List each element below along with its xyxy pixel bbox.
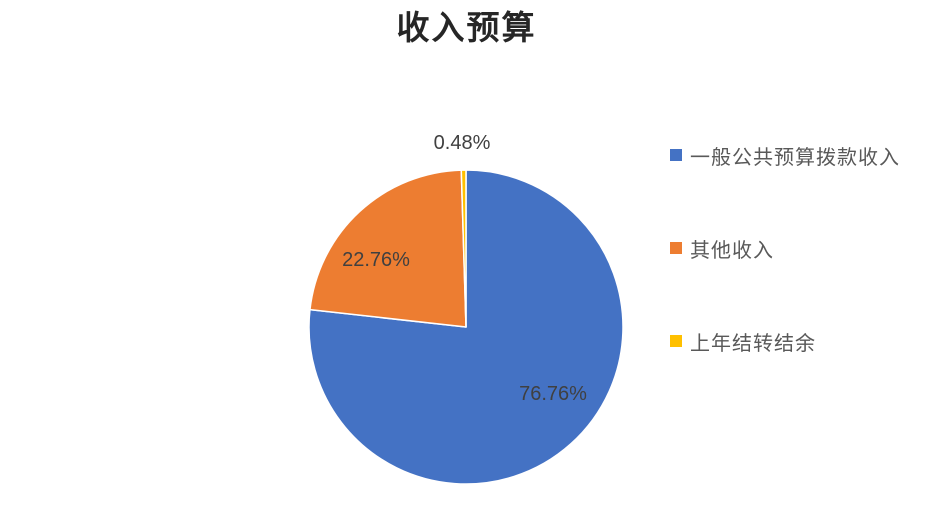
legend-swatch-icon: [670, 242, 682, 254]
legend-item-1: 一般公共预算拨款收入: [670, 140, 900, 170]
legend-item-2: 其他收入: [670, 233, 900, 263]
legend-item-3: 上年结转结余: [670, 326, 900, 356]
pie-slice-2: [309, 169, 467, 328]
legend-label: 其他收入: [690, 237, 774, 262]
chart-legend: 一般公共预算拨款收入 其他收入上年结转结余: [670, 140, 900, 356]
pie-data-label-3: 0.48%: [434, 132, 491, 154]
legend-label: 上年结转结余: [690, 330, 816, 355]
pie-slice-3: [460, 169, 467, 328]
legend-swatch-icon: [670, 149, 682, 161]
pie-data-label-2: 22.76%: [342, 249, 410, 271]
legend-label: 一般公共预算拨款收入: [690, 144, 900, 169]
chart-title: 收入预算: [396, 8, 537, 47]
legend-swatch-icon: [670, 335, 682, 347]
pie-data-label-1: 76.76%: [519, 383, 587, 405]
